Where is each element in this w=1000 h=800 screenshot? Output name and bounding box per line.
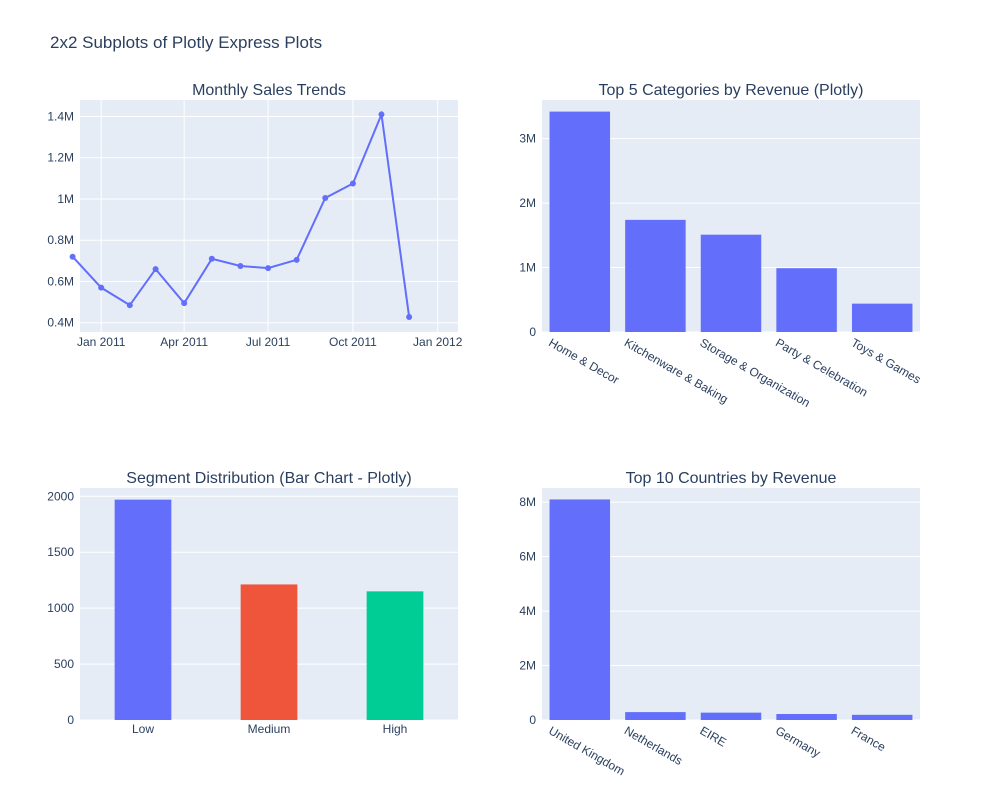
subplot-title: Top 10 Countries by Revenue [626, 470, 837, 487]
x-tick-label: Netherlands [622, 723, 685, 767]
y-tick-label: 1.4M [47, 109, 74, 123]
data-point [237, 263, 244, 270]
x-tick-label: France [849, 723, 889, 754]
y-tick-label: 2M [519, 196, 536, 210]
subplot-title: Top 5 Categories by Revenue (Plotly) [598, 82, 863, 99]
x-tick-label: Low [132, 722, 154, 736]
bar [776, 714, 837, 720]
y-tick-label: 4M [519, 604, 536, 618]
y-tick-label: 1500 [47, 545, 74, 559]
bar [851, 714, 913, 720]
bar [700, 712, 762, 720]
y-tick-label: 0.6M [47, 274, 74, 288]
data-point [98, 284, 105, 291]
data-point [406, 313, 413, 320]
data-point [181, 300, 188, 307]
y-tick-label: 8M [519, 495, 536, 509]
bar [625, 712, 686, 720]
data-point [152, 266, 159, 273]
y-tick-label: 1.2M [47, 151, 74, 165]
bar [776, 268, 837, 332]
subplot-title: Segment Distribution (Bar Chart - Plotly… [126, 470, 411, 487]
bar [549, 499, 611, 720]
y-tick-label: 1M [57, 192, 74, 206]
data-point [349, 180, 356, 187]
bar [549, 111, 611, 332]
bar [625, 219, 686, 332]
figure-title: 2x2 Subplots of Plotly Express Plots [50, 33, 323, 52]
x-tick-label: Oct 2011 [329, 335, 377, 349]
x-tick-label: Jan 2012 [413, 335, 463, 349]
data-point [69, 253, 76, 260]
bar [114, 499, 172, 720]
x-tick-label: High [383, 722, 408, 736]
data-point [208, 255, 215, 262]
x-tick-label: Medium [248, 722, 291, 736]
x-tick-label: Toys & Games [849, 335, 924, 386]
y-tick-label: 6M [519, 550, 536, 564]
bar [851, 303, 913, 332]
y-tick-label: 1000 [47, 601, 74, 615]
data-point [265, 265, 272, 272]
y-tick-label: 500 [54, 657, 74, 671]
subplot-title: Monthly Sales Trends [192, 82, 346, 99]
data-point [322, 194, 329, 201]
x-tick-label: Germany [773, 723, 823, 760]
y-tick-label: 0 [529, 713, 536, 727]
y-tick-label: 0.8M [47, 233, 74, 247]
y-tick-label: 0 [529, 325, 536, 339]
data-point [293, 256, 300, 263]
x-tick-label: Jul 2011 [246, 335, 291, 349]
x-tick-label: EIRE [698, 723, 729, 749]
y-tick-label: 1M [519, 261, 536, 275]
data-point [378, 111, 385, 118]
bar [240, 584, 298, 720]
y-tick-label: 0.4M [47, 316, 74, 330]
x-tick-label: Apr 2011 [160, 335, 208, 349]
bar [700, 234, 762, 332]
y-tick-label: 2000 [47, 489, 74, 503]
x-tick-label: Jan 2011 [77, 335, 126, 349]
y-tick-label: 2M [519, 659, 536, 673]
y-tick-label: 3M [519, 132, 536, 146]
x-tick-label: Home & Decor [546, 335, 621, 386]
y-tick-label: 0 [67, 713, 74, 727]
data-point [126, 302, 133, 309]
x-tick-label: United Kingdom [546, 723, 627, 778]
bar [366, 591, 424, 720]
